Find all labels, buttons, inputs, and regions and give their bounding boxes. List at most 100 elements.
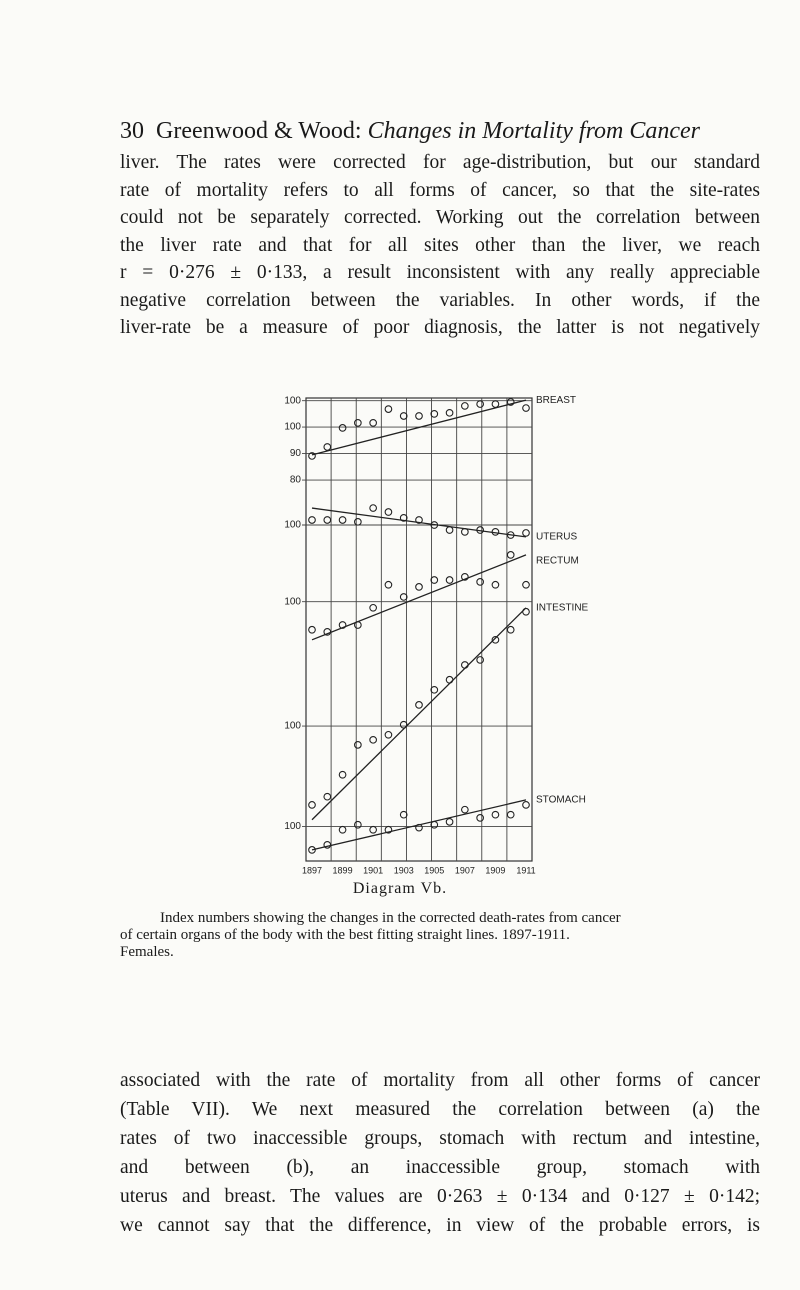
data-point — [476, 400, 484, 408]
text-line: r = 0·276 ± 0·133, a result inconsistent… — [120, 262, 760, 283]
data-point — [506, 531, 515, 539]
y-tick-label: 80 — [290, 475, 302, 486]
data-point — [399, 412, 408, 420]
text-line: uterus and breast. The values are 0·263 … — [120, 1186, 760, 1207]
data-point — [323, 443, 332, 451]
data-point — [476, 656, 484, 664]
text-line: and between (b), an inaccessible group, … — [120, 1157, 760, 1178]
text-line: (Table VII). We next measured the correl… — [120, 1099, 760, 1120]
data-point — [338, 621, 347, 629]
data-point — [461, 573, 469, 581]
x-tick-label: 1909 — [485, 865, 505, 875]
x-tick-label: 1905 — [424, 865, 444, 875]
data-point — [384, 508, 393, 516]
data-point — [338, 516, 347, 524]
data-point — [308, 516, 316, 524]
text-line: could not be separately corrected. Worki… — [120, 207, 760, 228]
series-label: INTESTINE — [536, 602, 589, 613]
data-point — [506, 625, 515, 634]
y-tick-label: 100 — [284, 821, 301, 832]
data-point — [384, 580, 393, 589]
plot-frame — [305, 397, 533, 862]
data-point — [461, 402, 469, 410]
series-label: STOMACH — [536, 795, 586, 806]
caption-line: Index numbers showing the changes in the… — [160, 910, 621, 926]
data-point — [491, 528, 500, 536]
data-point — [415, 516, 423, 524]
data-point — [354, 820, 362, 829]
text-line: liver-rate be a measure of poor diagnosi… — [120, 317, 760, 338]
data-point — [338, 770, 347, 779]
text-line: rate of mortality refers to all forms of… — [120, 179, 760, 201]
data-point — [354, 621, 362, 629]
data-point — [522, 801, 530, 809]
data-point — [415, 823, 423, 832]
text-line: rates of two inaccessible groups, stomac… — [120, 1128, 760, 1149]
data-point — [308, 625, 316, 634]
running-header: 30 Greenwood & Wood: Changes in Mortalit… — [120, 118, 700, 145]
data-point — [308, 801, 316, 809]
x-tick-label: 1903 — [394, 865, 414, 875]
text-line: the liver rate and that for all sites ot… — [120, 234, 760, 256]
text-line: liver. The rates were corrected for age-… — [120, 152, 760, 173]
data-point — [354, 517, 362, 526]
series-label: RECTUM — [536, 556, 579, 567]
data-point — [384, 730, 393, 739]
data-point — [445, 675, 454, 684]
fit-line — [311, 607, 527, 821]
data-point — [338, 424, 347, 432]
data-point — [430, 685, 439, 694]
page-number: 30 — [120, 118, 144, 144]
data-point — [369, 603, 377, 612]
data-point — [522, 580, 530, 589]
data-point — [369, 735, 377, 744]
data-point — [415, 412, 423, 420]
data-point — [491, 580, 500, 589]
diagram-title: Diagram Vb. — [352, 880, 448, 897]
y-tick-label: 100 — [284, 721, 301, 732]
authors: Greenwood & Wood: — [156, 118, 362, 144]
data-point — [354, 419, 362, 427]
y-tick-label: 100 — [284, 520, 301, 531]
data-point — [430, 410, 439, 418]
data-point — [522, 607, 530, 616]
x-tick-label: 1899 — [333, 865, 353, 875]
data-point — [461, 528, 469, 536]
data-point — [323, 792, 332, 801]
data-point — [506, 810, 515, 819]
data-point — [445, 526, 454, 534]
text-line: we cannot say that the difference, in vi… — [120, 1215, 760, 1236]
y-tick-label: 100 — [284, 395, 301, 406]
y-tick-label: 100 — [284, 596, 301, 607]
data-point — [430, 820, 439, 829]
data-point — [522, 529, 530, 537]
data-point — [430, 576, 439, 584]
data-point — [445, 817, 454, 826]
series-label: BREAST — [536, 395, 576, 406]
caption-line: of certain organs of the body with the b… — [120, 927, 570, 943]
data-point — [369, 504, 377, 512]
x-tick-label: 1911 — [516, 865, 535, 875]
data-point — [461, 661, 469, 669]
series-label: UTERUS — [536, 532, 577, 543]
data-point — [308, 846, 316, 854]
data-point — [415, 583, 423, 591]
data-point — [399, 720, 408, 729]
data-point — [354, 741, 362, 749]
data-point — [399, 810, 408, 819]
caption-line: Females. — [120, 944, 174, 960]
x-tick-label: 1901 — [363, 865, 383, 875]
y-tick-label: 100 — [284, 422, 301, 433]
data-point — [491, 400, 500, 408]
data-point — [369, 419, 377, 427]
data-point — [476, 578, 484, 586]
x-tick-label: 1897 — [302, 865, 322, 875]
data-point — [491, 810, 500, 819]
data-point — [338, 825, 347, 834]
header-title: Changes in Mortality from Cancer — [367, 118, 701, 144]
data-point — [399, 514, 408, 522]
y-tick-label: 90 — [290, 448, 302, 459]
data-point — [384, 405, 393, 413]
